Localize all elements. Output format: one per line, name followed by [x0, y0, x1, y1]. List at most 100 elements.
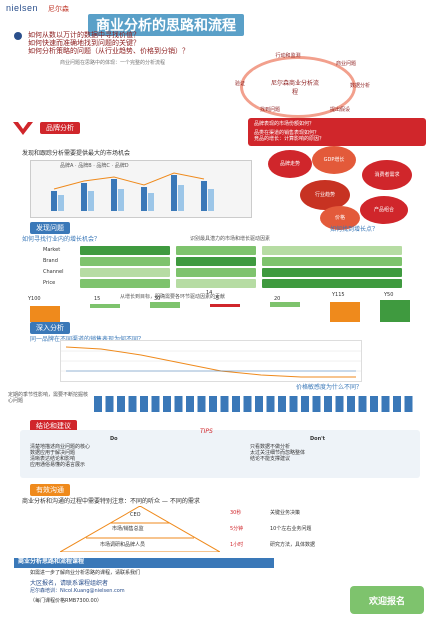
deep-bar — [312, 396, 321, 412]
wf-2: 30 — [154, 296, 161, 302]
matrix-label-1: Brand — [43, 258, 58, 264]
need-1: 10个左右业务问题 — [270, 526, 312, 532]
cycle-node-1: 商业问题 — [335, 61, 356, 67]
tips-panel — [20, 430, 420, 478]
deep-bar — [370, 396, 378, 412]
find-q1: 如何寻找行业内的增长机会？ — [22, 236, 101, 243]
bubble-0: 品牌走势 — [268, 150, 312, 178]
do-item: 清楚地描述商业问题的核心 — [30, 444, 91, 450]
deep-bar — [174, 396, 183, 412]
matrix-cell: 25 — [176, 257, 256, 274]
bubble-0-label: 品牌走势 — [279, 161, 300, 167]
deep-bar — [381, 396, 390, 412]
deep-bar — [404, 396, 413, 412]
comm-tag: 有效沟通 — [30, 484, 70, 496]
course-desc: 如需进一步了解商业分析思路的课程，请联系我们 — [30, 570, 141, 576]
need-0: 关键业务决策 — [270, 510, 301, 516]
matrix-cell: 30 — [262, 246, 402, 263]
need-2: 研究方法，具体数据 — [270, 542, 316, 548]
register-note: 大区报名，请联系课程组织者 — [30, 580, 109, 587]
waterfall-chart — [20, 300, 420, 322]
do-item: 数据应用于解决问题 — [30, 450, 76, 456]
level-0: CEO — [130, 512, 141, 518]
do-list: 清楚地描述商业问题的核心 数据应用于解决问题 清晰表达结论和影响 应用通俗易懂的… — [30, 444, 210, 468]
deep-line-chart — [60, 340, 362, 382]
course-banner: 商业分析思路和流程课程 — [14, 558, 274, 568]
brand-q-1: 品类在渠道的销售表现如何？ — [254, 130, 320, 136]
dont-list: 只看数据不做分析 太过关注细节而忽略整体 结论不能支撑建议 — [250, 444, 410, 462]
bubble-4-label: 产品组合 — [373, 207, 394, 213]
find-section-tag: 发现问题 — [30, 222, 70, 234]
tips-label: TIPS — [200, 428, 213, 435]
contact-email[interactable]: 尼尔森培训：Nicol.Kuang@nielsen.com — [30, 588, 125, 594]
deep-bar — [220, 396, 229, 412]
cycle-center: 尼尔森商业分析流程 — [270, 80, 319, 96]
bubble-5-label: 价格 — [334, 215, 345, 221]
page-title: 商业分析的思路和流程 — [88, 14, 244, 36]
do-item: 应用通俗易懂的语言展示 — [30, 462, 86, 468]
brand-section-tag: 品牌分析 — [40, 122, 80, 134]
time-1: 5分钟 — [230, 526, 244, 532]
matrix-cell: 10 — [80, 257, 170, 274]
matrix-label-2: Channel — [43, 269, 64, 275]
question-2: 如何快速而准确地找到问题的关键？ — [28, 39, 140, 47]
matrix-cell: 14 — [176, 279, 256, 296]
deep-left-note: 定期的季节性影响，需要不断挖掘核心问题 — [8, 392, 89, 404]
deep-bar — [324, 396, 332, 412]
deep-bar — [105, 396, 114, 412]
wf-1: 15 — [94, 296, 101, 302]
legend-0: 品牌A — [60, 163, 74, 169]
legend-1: 品牌B — [78, 163, 92, 169]
brand-q-0: 品牌表现的市场份额如何？ — [254, 121, 315, 127]
bubble-3: 行业趋势 — [300, 180, 350, 210]
brand-v-icon — [12, 120, 34, 136]
wf-5: Y115 — [332, 292, 345, 298]
conclusion-tag: 结论和建议 — [30, 420, 77, 432]
matrix-cell: 18 — [80, 268, 170, 285]
brand-legend: 品牌A · 品牌B · 品牌C · 品牌D — [60, 163, 129, 169]
cycle-node-5: 验证 — [234, 81, 245, 87]
matrix-cell: 7 — [262, 279, 402, 296]
dont-item: 太过关注细节而忽略整体 — [250, 450, 306, 456]
wf-6: Y50 — [384, 292, 394, 298]
level-1: 市场/销售总监 — [112, 526, 144, 532]
deep-bar — [278, 396, 286, 412]
brand-question-box: 品牌表现的市场份额如何？ 品类在渠道的销售表现如何？ 竞品的增长：计算影响的原因… — [248, 118, 426, 146]
deep-bar — [358, 396, 367, 412]
nielsen-logo-cn: 尼尔森 — [48, 5, 69, 13]
question-1: 如何从数以万计的数据中寻找价值？ — [28, 31, 140, 39]
bubble-2-label: 消费者需求 — [374, 172, 400, 178]
brand-chart — [30, 160, 252, 218]
wf-0: Y100 — [28, 296, 41, 302]
dont-item: 只看数据不做分析 — [250, 444, 291, 450]
deep-bar — [163, 396, 171, 412]
cycle-node-2: 数据分析 — [349, 83, 370, 89]
do-title: Do — [110, 436, 118, 442]
deep-bar — [232, 396, 240, 412]
deep-bar — [301, 396, 309, 412]
matrix-label-0: Market — [43, 247, 61, 253]
waterfall-note: 从增长到目标，明确需要各环节驱动因素的贡献 — [120, 294, 226, 300]
cycle-ring — [240, 56, 356, 118]
matrix-cell: 9 — [80, 279, 170, 296]
deep-bar — [266, 396, 275, 412]
deep-bar — [335, 396, 344, 412]
comm-intro: 商业分析和沟通的过程中需要特别注意：不同的听众 — 不同的需求 — [22, 498, 200, 505]
signup-stamp: 欢迎报名 — [350, 586, 424, 614]
deep-bar — [186, 396, 194, 412]
matrix-label-3: Price — [43, 280, 56, 286]
matrix-cell: 15 — [176, 246, 256, 263]
legend-2: 品牌C — [96, 163, 110, 169]
course-title: 商业分析思路和流程课程 — [18, 558, 85, 565]
cycle-node-0: 行动和监测 — [275, 53, 301, 59]
bubble-1: GDP增长 — [312, 146, 356, 174]
find-table-title: 识别最具潜力的市场和增长驱动因素 — [190, 236, 271, 242]
level-2: 市场调研和品牌人员 — [100, 542, 146, 548]
time-0: 30秒 — [230, 510, 242, 516]
deep-bar — [140, 396, 148, 412]
deep-bar-chart — [90, 390, 420, 412]
bubble-5: 价格 — [320, 206, 360, 230]
deep-bar — [151, 396, 160, 412]
matrix-cell: 20 — [80, 246, 170, 263]
stamp-label: 欢迎报名 — [368, 597, 405, 607]
